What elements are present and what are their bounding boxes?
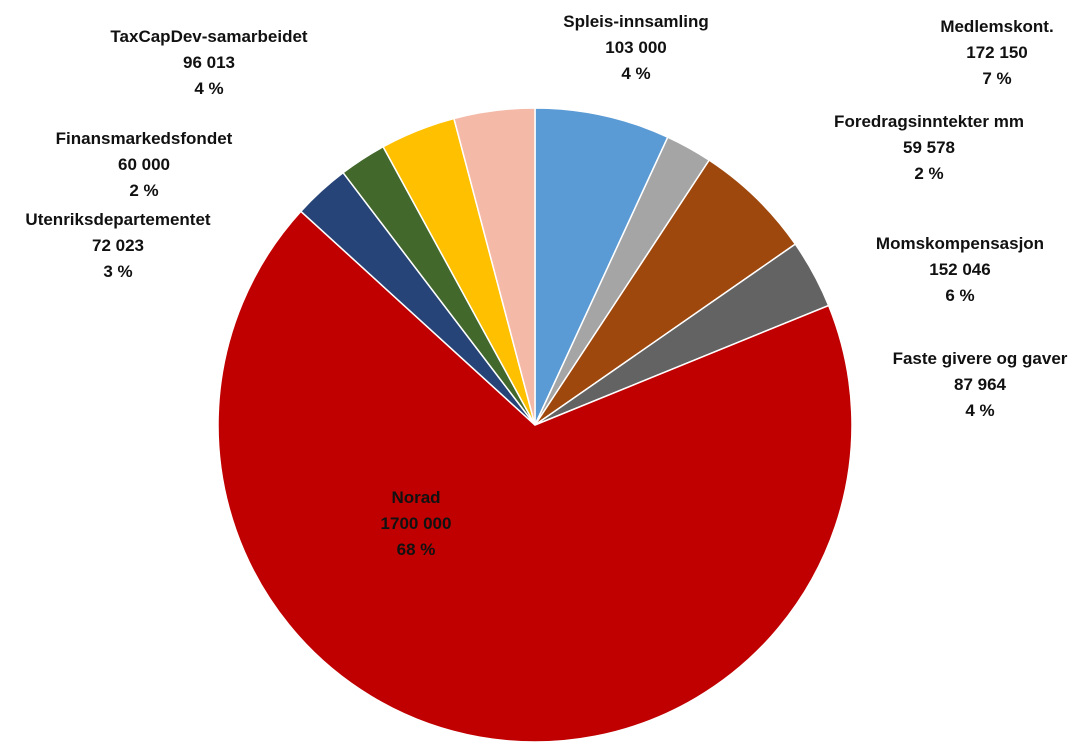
pie-slice-norad	[217, 210, 853, 742]
slice-percent: 4 %	[965, 401, 995, 420]
slice-percent: 4 %	[194, 79, 224, 98]
pie-slices	[217, 107, 853, 742]
label-taxcapdev: TaxCapDev-samarbeidet 96 013 4 %	[110, 24, 307, 102]
slice-percent: 6 %	[945, 286, 975, 305]
slice-value: 60 000	[118, 155, 170, 174]
slice-value: 1700 000	[380, 514, 452, 533]
slice-percent: 7 %	[982, 69, 1012, 88]
slice-value: 96 013	[183, 53, 235, 72]
slice-percent: 3 %	[103, 262, 133, 281]
label-momskompensasjon: Momskompensasjon 152 046 6 %	[876, 231, 1044, 309]
slice-name: Medlemskont.	[940, 17, 1054, 36]
label-norad: Norad 1700 000 68 %	[381, 485, 452, 563]
pie-slice-medlemskont	[534, 107, 669, 426]
label-spleis-innsamling: Spleis-innsamling 103 000 4 %	[563, 9, 708, 87]
slice-name: Finansmarkedsfondet	[55, 129, 233, 148]
label-utenriksdepartementet: Utenriksdepartementet 72 023 3 %	[25, 207, 210, 285]
pie-slice-spleis-innsamling	[453, 107, 536, 426]
slice-value: 72 023	[91, 236, 144, 255]
slice-percent: 2 %	[914, 164, 944, 183]
slice-value: 103 000	[605, 38, 667, 57]
slice-name: Norad	[391, 488, 441, 507]
slice-name: Foredragsinntekter mm	[834, 112, 1024, 131]
label-finansmarkedsfondet: Finansmarkedsfondet 60 000 2 %	[56, 126, 233, 204]
slice-value: 59 578	[902, 138, 955, 157]
pie-slice-momskompensasjon	[534, 159, 797, 426]
slice-percent: 4 %	[621, 64, 651, 83]
label-faste-givere: Faste givere og gaver 87 964 4 %	[893, 346, 1068, 424]
slice-percent: 2 %	[129, 181, 159, 200]
slice-name: Utenriksdepartementet	[25, 210, 211, 229]
slice-name: Faste givere og gaver	[892, 349, 1068, 368]
label-medlemskont: Medlemskont. 172 150 7 %	[940, 14, 1053, 92]
slice-value: 152 046	[929, 260, 991, 279]
slice-name: Spleis-innsamling	[563, 12, 709, 31]
slice-value: 87 964	[954, 375, 1006, 394]
slice-value: 172 150	[966, 43, 1028, 62]
slice-name: Momskompensasjon	[875, 234, 1045, 253]
label-foredragsinntekter: Foredragsinntekter mm 59 578 2 %	[834, 109, 1024, 187]
slice-percent: 68 %	[396, 540, 436, 559]
slice-name: TaxCapDev-samarbeidet	[110, 27, 308, 46]
